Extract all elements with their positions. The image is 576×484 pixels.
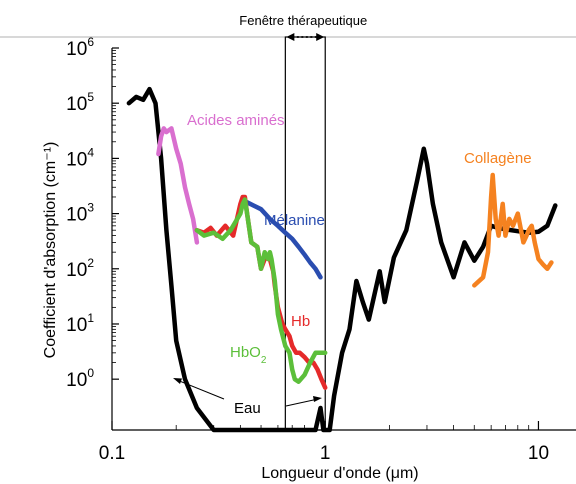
x-tick-label: 0.1: [99, 443, 125, 464]
y-tick-mantissa: 10: [66, 39, 87, 60]
label-hbo2-main: HbO: [230, 344, 261, 361]
label-collagene: Collagène: [464, 150, 532, 167]
y-tick-exponent: 3: [87, 201, 94, 215]
series-line-acides-amines: [156, 126, 200, 245]
x-tick-label: 10: [528, 443, 549, 464]
eau-pointer-left: [176, 379, 225, 400]
therapeutic-window-arrowhead-right: [316, 33, 325, 41]
label-hbo2-sub: 2: [261, 355, 267, 366]
eau-pointer-right: [285, 398, 319, 407]
label-hb: Hb: [291, 313, 310, 330]
y-tick-exponent: 2: [87, 256, 94, 270]
x-axis-label: Longueur d'onde (μm): [261, 465, 418, 482]
y-tick-mantissa: 10: [66, 315, 87, 336]
series-layer: [126, 86, 558, 433]
y-tick-label: 106: [66, 35, 94, 60]
y-tick-mantissa: 10: [66, 260, 87, 281]
label-acides-amines: Acides aminés: [187, 112, 285, 129]
y-tick-mantissa: 10: [66, 205, 87, 226]
x-tick-label: 1: [320, 443, 331, 464]
eau-pointer-left-head: [173, 378, 182, 384]
series-line-hbo2: [194, 197, 328, 384]
y-tick-mantissa: 10: [66, 370, 87, 391]
y-tick-label: 101: [66, 311, 94, 336]
series-line-eau: [126, 86, 558, 433]
y-tick-label: 102: [66, 256, 94, 281]
y-tick-label: 103: [66, 201, 94, 226]
therapeutic-window-label: Fenêtre thérapeutique: [239, 13, 367, 28]
y-tick-label: 104: [66, 145, 94, 170]
x-axis-ticks: 0.1 1 10: [99, 421, 549, 464]
y-axis-label: Coefficient d'absorption (cm⁻¹): [42, 142, 59, 359]
label-eau: Eau: [234, 400, 261, 417]
y-tick-exponent: 1: [87, 311, 94, 325]
y-tick-exponent: 6: [87, 35, 94, 49]
y-tick-label: 100: [66, 366, 94, 391]
annotations: Acides aminés Mélanine Hb HbO2 Eau Colla…: [173, 112, 532, 417]
eau-pointer-right-head: [313, 396, 322, 402]
therapeutic-window-arrowhead-left: [286, 33, 295, 41]
y-tick-exponent: 5: [87, 90, 94, 104]
y-tick-mantissa: 10: [66, 149, 87, 170]
series-line-melanine: [244, 200, 323, 280]
series-line-collagene: [472, 172, 554, 288]
label-melanine: Mélanine: [264, 212, 325, 229]
y-tick-mantissa: 10: [66, 94, 87, 115]
y-tick-exponent: 4: [87, 145, 94, 159]
y-tick-label: 105: [66, 90, 94, 115]
label-hbo2: HbO2: [230, 344, 267, 366]
y-tick-exponent: 0: [87, 366, 94, 380]
